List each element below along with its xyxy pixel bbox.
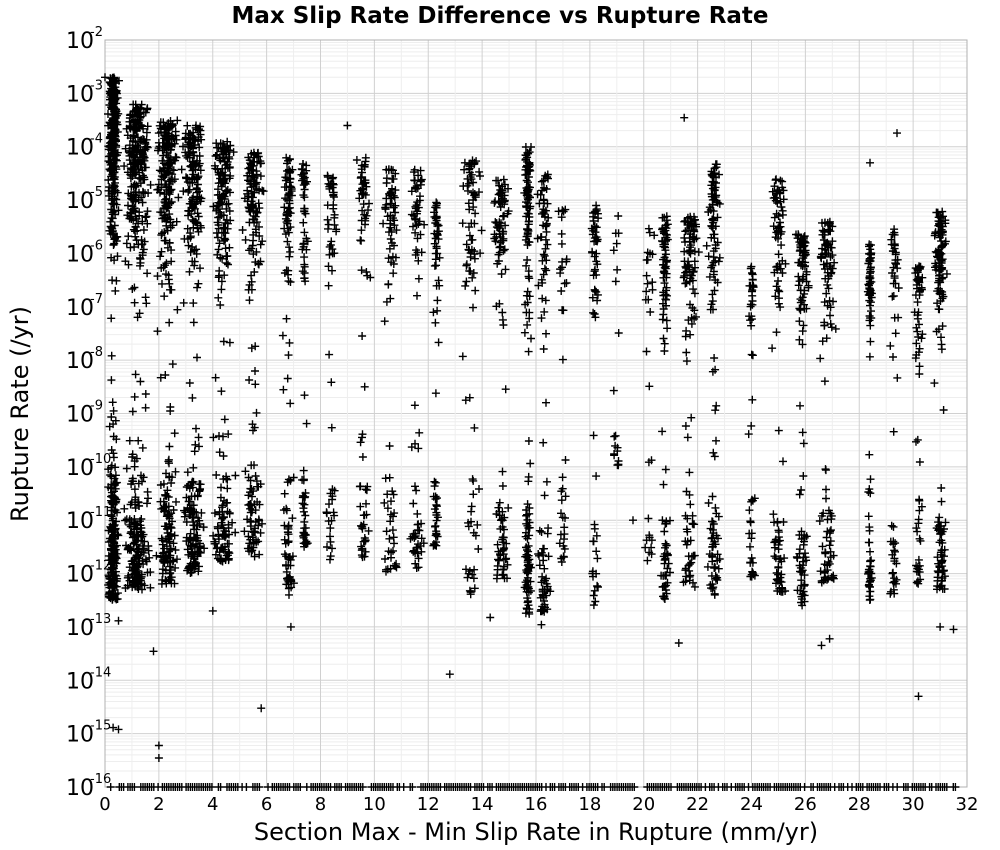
y-tick-label-exponent: -11 xyxy=(90,505,111,520)
y-tick-label-exponent: -9 xyxy=(90,399,103,414)
y-tick-label-base: 10 xyxy=(66,403,94,428)
x-tick-label: 10 xyxy=(363,794,386,815)
y-tick-label-exponent: -4 xyxy=(90,132,103,147)
x-tick-label: 28 xyxy=(848,794,871,815)
y-tick-label-exponent: -12 xyxy=(90,559,111,574)
x-tick-label: 30 xyxy=(902,794,925,815)
y-tick-label-exponent: -14 xyxy=(90,665,111,680)
y-tick-label-base: 10 xyxy=(66,242,94,267)
x-tick-label: 14 xyxy=(471,794,494,815)
y-tick-label-exponent: -7 xyxy=(90,292,103,307)
y-tick-label-base: 10 xyxy=(66,509,94,534)
x-tick-labels: 0 2 4 6 8 10 12 14 16 18 20 22 24 26 28 30 32 xyxy=(99,794,978,815)
y-tick-label-base: 10 xyxy=(66,296,94,321)
x-tick-label: 22 xyxy=(686,794,709,815)
y-tick-label-exponent: -13 xyxy=(90,612,111,627)
plus-markers xyxy=(101,73,960,791)
x-tick-label: 18 xyxy=(578,794,601,815)
x-tick-label: 32 xyxy=(956,794,979,815)
y-tick-label-exponent: -8 xyxy=(90,345,103,360)
x-tick-label: 20 xyxy=(632,794,655,815)
y-axis-label: Rupture Rate (/yr) xyxy=(6,306,34,522)
y-tick-label-base: 10 xyxy=(66,723,94,748)
y-tick-label-exponent: -16 xyxy=(90,772,111,787)
y-tick-label-exponent: -3 xyxy=(90,78,103,93)
y-tick-label-base: 10 xyxy=(66,776,94,801)
chart-title: Max Slip Rate Difference vs Rupture Rate xyxy=(231,3,768,29)
x-tick-label: 2 xyxy=(153,794,164,815)
y-tick-label-base: 10 xyxy=(66,669,94,694)
y-tick-label-base: 10 xyxy=(66,82,94,107)
x-tick-label: 4 xyxy=(207,794,218,815)
y-tick-label-base: 10 xyxy=(66,616,94,641)
x-axis-label: Section Max - Min Slip Rate in Rupture (… xyxy=(254,818,818,846)
x-tick-label: 12 xyxy=(417,794,440,815)
y-tick-label-base: 10 xyxy=(66,29,94,54)
y-tick-label-exponent: -10 xyxy=(90,452,111,467)
y-tick-label-base: 10 xyxy=(66,189,94,214)
y-tick-label-exponent: -2 xyxy=(90,25,103,40)
y-tick-label-base: 10 xyxy=(66,456,94,481)
y-tick-label-exponent: -5 xyxy=(90,185,103,200)
x-tick-label: 0 xyxy=(99,794,110,815)
y-tick-label-base: 10 xyxy=(66,563,94,588)
x-tick-label: 26 xyxy=(794,794,817,815)
y-tick-label-exponent: -6 xyxy=(90,238,103,253)
y-tick-label-base: 10 xyxy=(66,349,94,374)
y-tick-label-exponent: -15 xyxy=(90,719,111,734)
y-tick-labels: 10-210-310-410-510-610-710-810-910-1010-… xyxy=(66,25,111,801)
x-tick-label: 16 xyxy=(525,794,548,815)
x-tick-label: 6 xyxy=(261,794,272,815)
data-points xyxy=(101,73,960,791)
x-tick-label: 24 xyxy=(740,794,763,815)
y-tick-label-base: 10 xyxy=(66,136,94,161)
x-tick-label: 8 xyxy=(315,794,326,815)
